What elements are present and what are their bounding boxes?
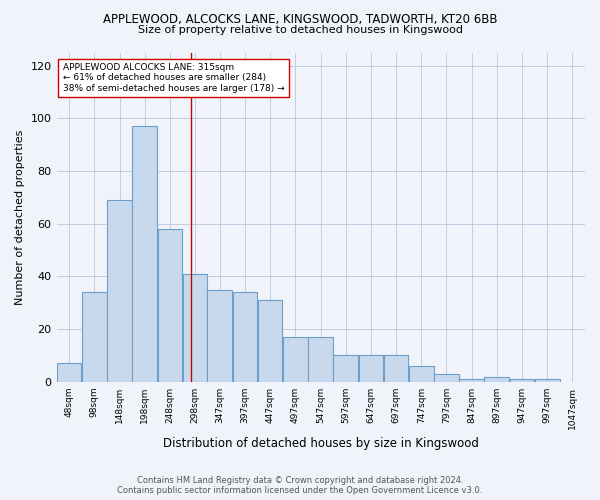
Bar <box>434 374 459 382</box>
Text: Contains HM Land Registry data © Crown copyright and database right 2024.
Contai: Contains HM Land Registry data © Crown c… <box>118 476 482 495</box>
Bar <box>158 229 182 382</box>
Bar <box>183 274 208 382</box>
Bar <box>133 126 157 382</box>
Bar <box>308 337 333 382</box>
Bar <box>334 356 358 382</box>
Y-axis label: Number of detached properties: Number of detached properties <box>15 130 25 305</box>
X-axis label: Distribution of detached houses by size in Kingswood: Distribution of detached houses by size … <box>163 437 479 450</box>
Bar <box>509 379 535 382</box>
Bar <box>535 379 560 382</box>
Bar <box>409 366 434 382</box>
Bar <box>107 200 132 382</box>
Text: APPLEWOOD, ALCOCKS LANE, KINGSWOOD, TADWORTH, KT20 6BB: APPLEWOOD, ALCOCKS LANE, KINGSWOOD, TADW… <box>103 12 497 26</box>
Bar <box>484 376 509 382</box>
Bar <box>384 356 409 382</box>
Bar <box>283 337 308 382</box>
Bar <box>460 379 484 382</box>
Bar <box>57 364 82 382</box>
Bar <box>359 356 383 382</box>
Text: Size of property relative to detached houses in Kingswood: Size of property relative to detached ho… <box>137 25 463 35</box>
Text: APPLEWOOD ALCOCKS LANE: 315sqm
← 61% of detached houses are smaller (284)
38% of: APPLEWOOD ALCOCKS LANE: 315sqm ← 61% of … <box>62 63 284 93</box>
Bar <box>82 292 107 382</box>
Bar <box>233 292 257 382</box>
Bar <box>258 300 283 382</box>
Bar <box>208 290 232 382</box>
